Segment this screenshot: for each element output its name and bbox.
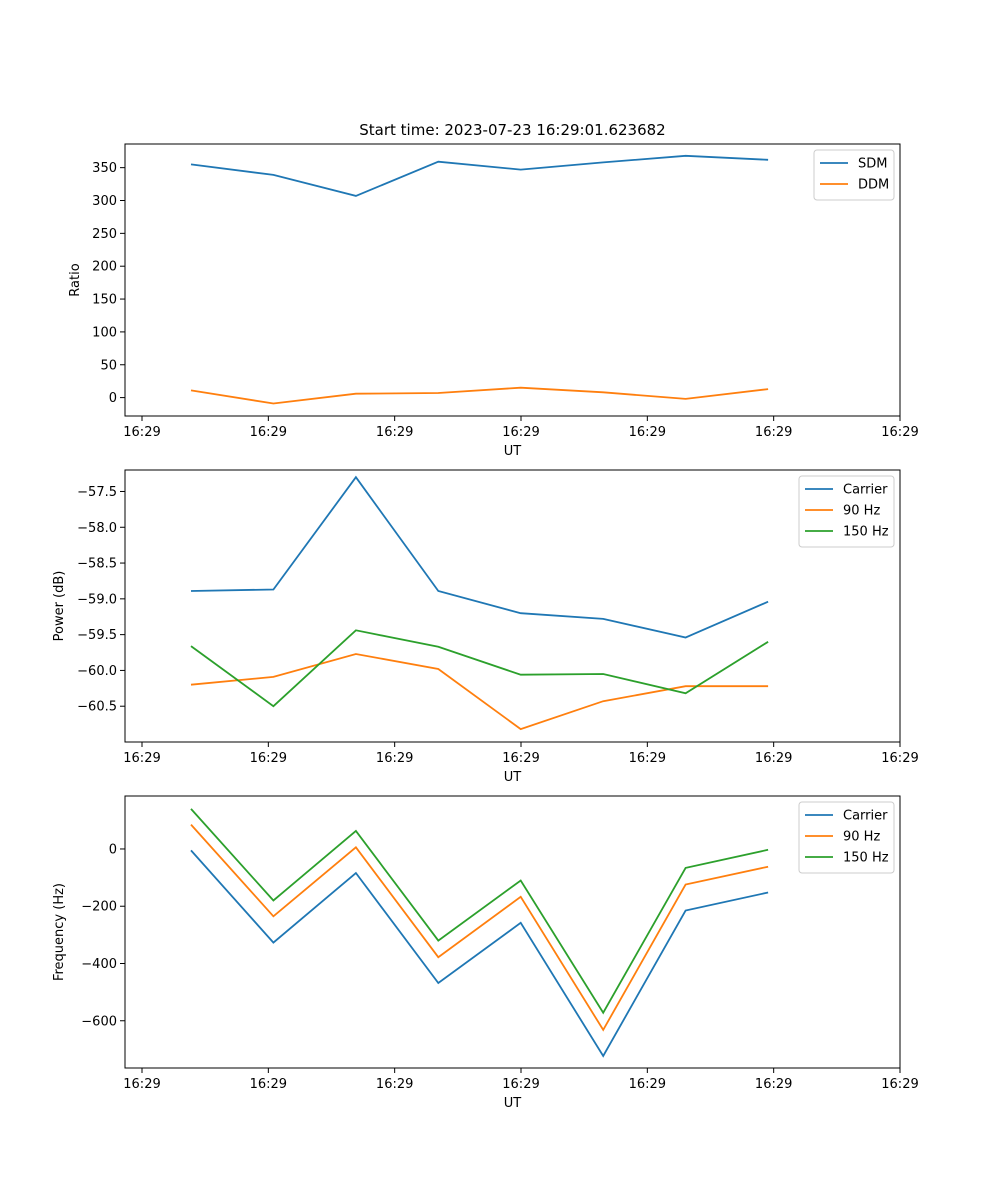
y-tick-label: 50	[100, 358, 117, 373]
y-tick-label: 350	[92, 161, 117, 176]
x-axis-label: UT	[504, 444, 522, 459]
legend: SDM DDM	[813, 149, 895, 201]
legend-box	[798, 475, 895, 548]
legend-label: 90 Hz	[843, 830, 880, 845]
plot-frame	[124, 143, 901, 417]
legend-label: 150 Hz	[843, 851, 889, 866]
plot-frame	[124, 469, 901, 743]
x-tick-label: 16:29	[755, 425, 792, 440]
series-line-150-hz	[190, 808, 769, 1015]
x-tick-label: 16:29	[755, 751, 792, 766]
x-tick-label: 16:29	[502, 751, 539, 766]
x-tick-label: 16:29	[376, 751, 413, 766]
series-line-150-hz	[190, 629, 769, 708]
x-tick-label: 16:29	[123, 751, 160, 766]
x-tick-label: 16:29	[502, 1077, 539, 1092]
legend-label: SDM	[858, 157, 887, 172]
y-axis-label: Power (dB)	[52, 571, 67, 642]
y-axis-label: Frequency (Hz)	[52, 883, 67, 981]
series-line-carrier	[190, 849, 769, 1058]
y-tick-label: −60.5	[77, 700, 117, 715]
legend-label: 90 Hz	[843, 504, 880, 519]
y-tick-label: 300	[92, 194, 117, 209]
x-tick-label: 16:29	[881, 425, 918, 440]
x-tick-label: 16:29	[629, 425, 666, 440]
y-tick-label: 150	[92, 293, 117, 308]
x-tick-label: 16:29	[250, 751, 287, 766]
x-tick-label: 16:29	[755, 1077, 792, 1092]
y-axis-label: Ratio	[68, 263, 83, 296]
x-tick-label: 16:29	[881, 751, 918, 766]
legend: Carrier 90 Hz 150 Hz	[798, 801, 895, 874]
x-tick-label: 16:29	[502, 425, 539, 440]
y-tick-label: 200	[92, 260, 117, 275]
x-tick-label: 16:29	[881, 1077, 918, 1092]
legend: Carrier 90 Hz 150 Hz	[798, 475, 895, 548]
series-line-sdm	[190, 154, 769, 197]
y-tick-label: −57.5	[77, 485, 117, 500]
x-tick-label: 16:29	[250, 1077, 287, 1092]
plot-frame	[124, 795, 901, 1069]
y-tick-label: −400	[81, 957, 117, 972]
x-tick-label: 16:29	[376, 1077, 413, 1092]
x-tick-label: 16:29	[376, 425, 413, 440]
series-line-90-hz	[190, 653, 769, 731]
axes-container: 16:2916:2916:2916:2916:2916:2916:2916:30…	[52, 143, 919, 1111]
y-tick-label: −58.5	[77, 557, 117, 572]
y-tick-label: 0	[109, 842, 117, 857]
y-tick-label: 100	[92, 325, 117, 340]
legend-label: Carrier	[843, 483, 888, 498]
x-tick-label: 16:29	[629, 1077, 666, 1092]
legend-label: DDM	[858, 178, 889, 193]
y-tick-label: −58.0	[77, 521, 117, 536]
chart-panel-3: 16:2916:2916:2916:2916:2916:2916:2916:30…	[52, 795, 919, 1111]
y-tick-label: −600	[81, 1014, 117, 1029]
y-tick-label: 0	[109, 391, 117, 406]
x-tick-label: 16:29	[250, 425, 287, 440]
x-tick-label: 16:29	[123, 1077, 160, 1092]
y-tick-label: −60.0	[77, 664, 117, 679]
series-line-ddm	[190, 386, 769, 405]
figure-title: Start time: 2023-07-23 16:29:01.623682	[359, 121, 665, 139]
series-line-90-hz	[190, 823, 769, 1032]
legend-label: 150 Hz	[843, 525, 889, 540]
x-tick-label: 16:29	[629, 751, 666, 766]
x-tick-label: 16:29	[123, 425, 160, 440]
series-line-carrier	[190, 475, 769, 639]
y-tick-label: −200	[81, 900, 117, 915]
y-tick-label: −59.5	[77, 628, 117, 643]
chart-panel-2: 16:2916:2916:2916:2916:2916:2916:2916:30…	[52, 469, 919, 785]
chart-panel-1: 16:2916:2916:2916:2916:2916:2916:2916:30…	[68, 143, 919, 459]
legend-box	[798, 801, 895, 874]
x-axis-label: UT	[504, 1096, 522, 1111]
y-tick-label: −59.0	[77, 592, 117, 607]
x-axis-label: UT	[504, 770, 522, 785]
legend-label: Carrier	[843, 809, 888, 824]
y-tick-label: 250	[92, 227, 117, 242]
